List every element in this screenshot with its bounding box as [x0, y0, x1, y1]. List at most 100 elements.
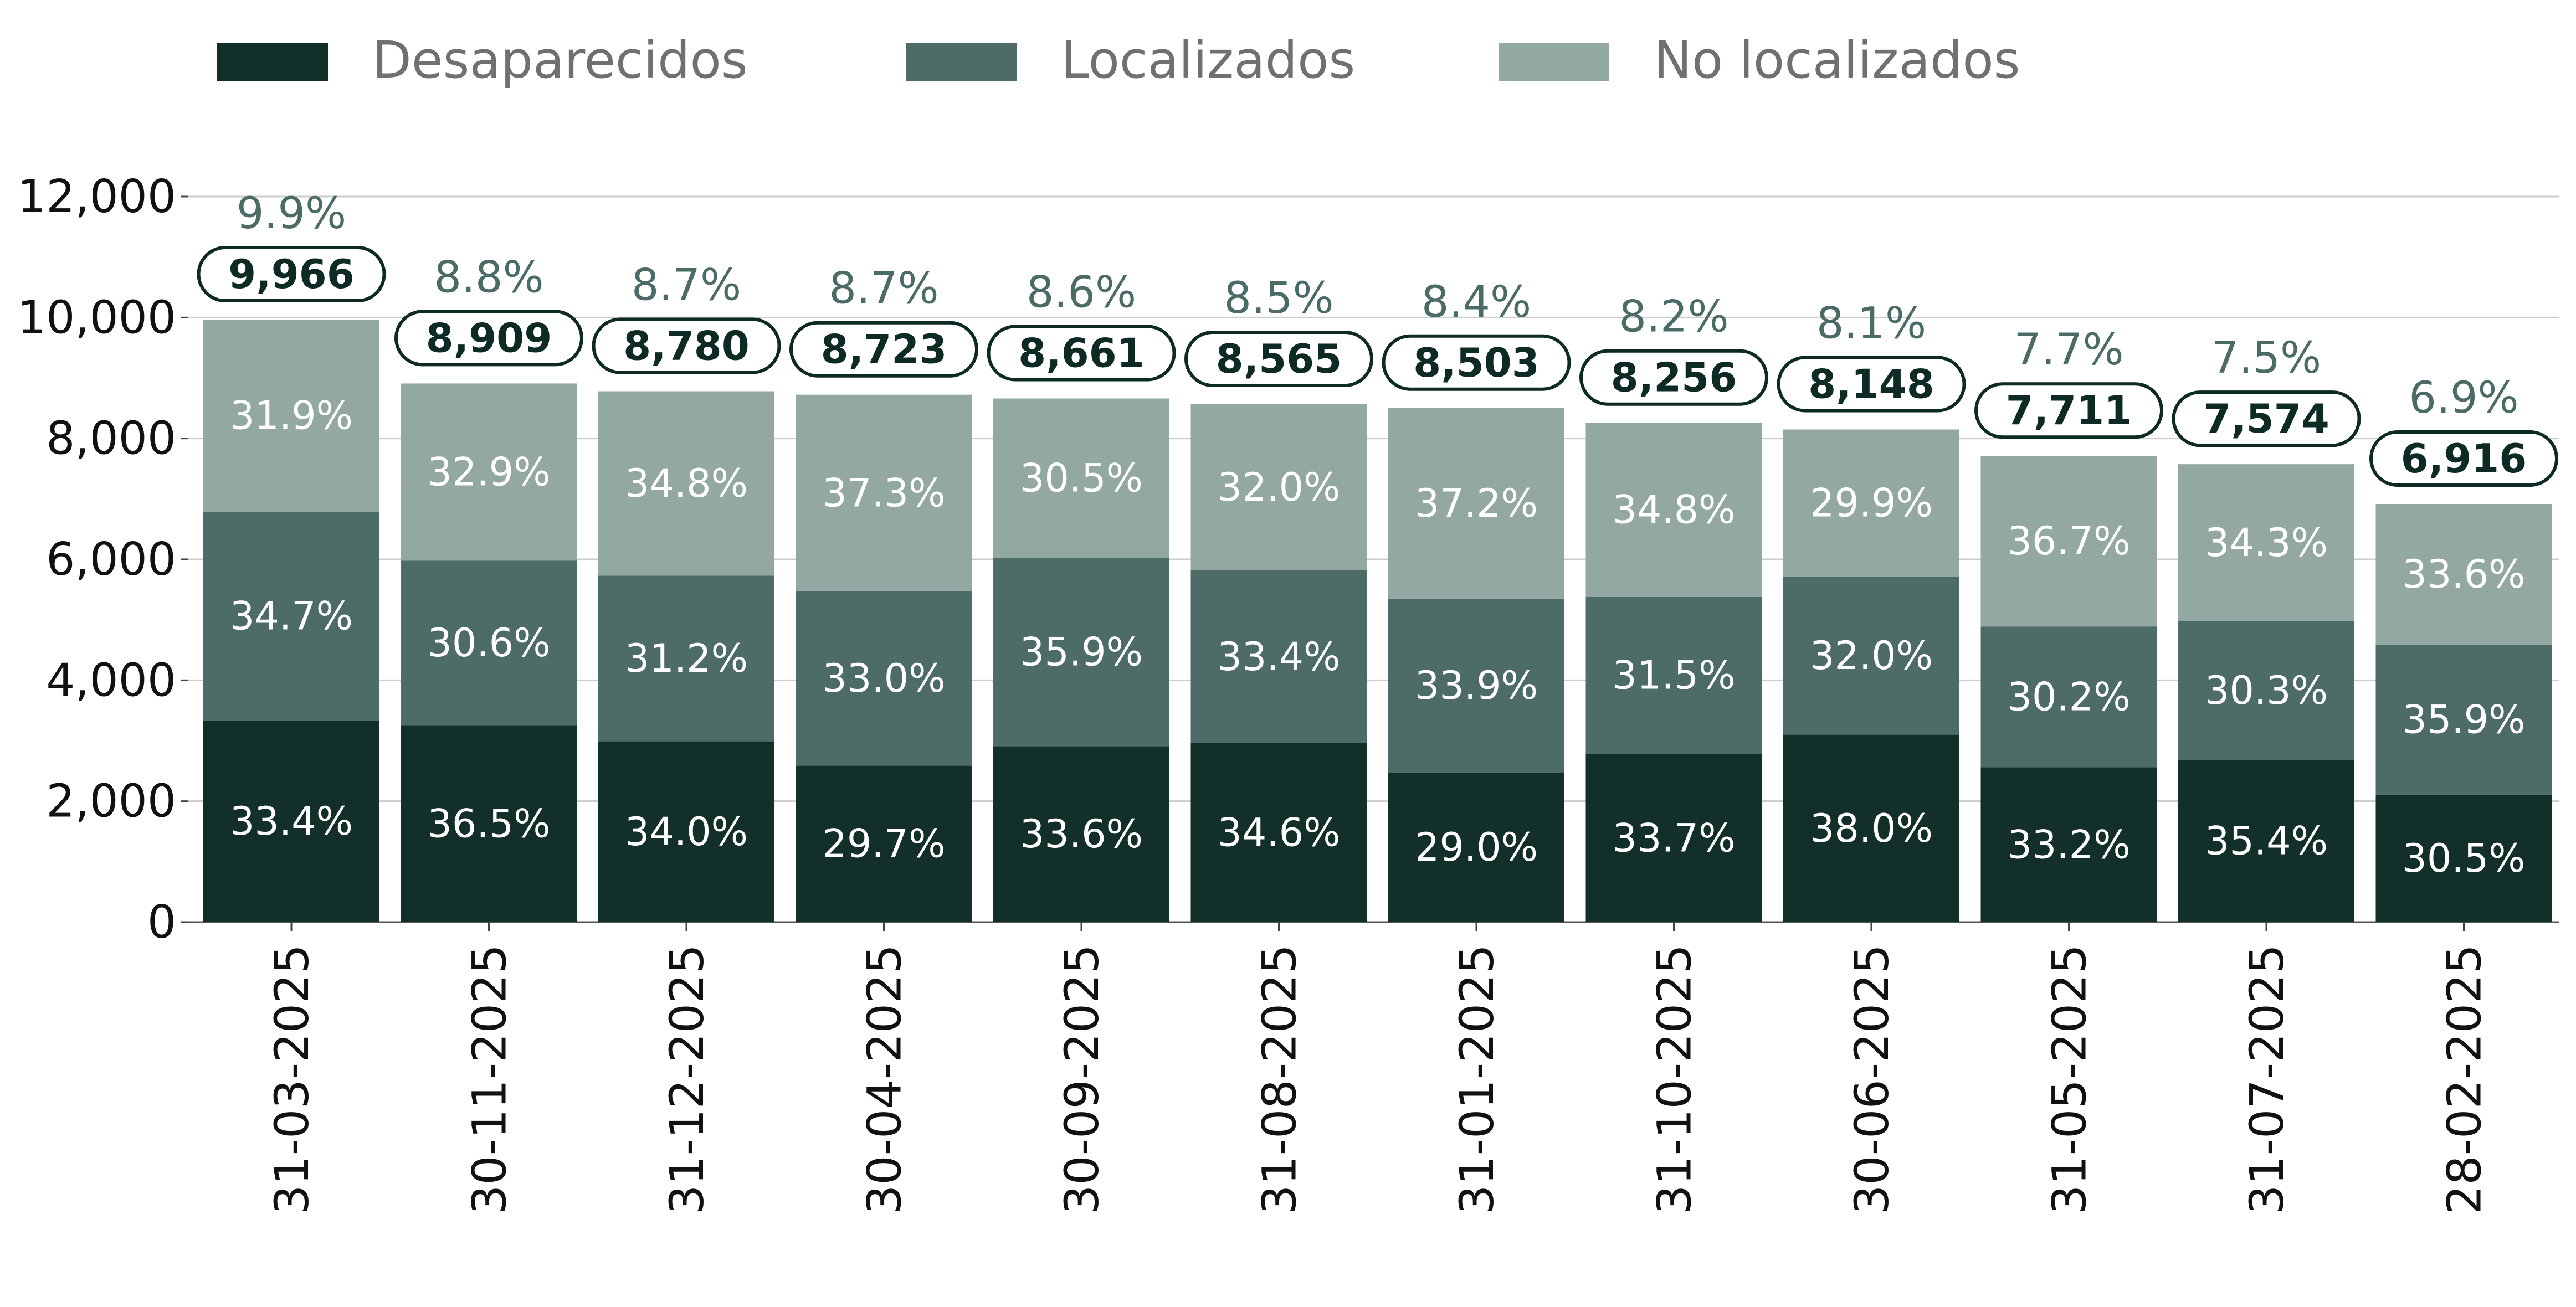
bar-segment-2-5 — [1190, 404, 1367, 570]
y-tick-label-1: 2,000 — [46, 775, 176, 828]
bar-segment-0-2 — [598, 741, 774, 922]
segment-label-1-1: 30.6% — [427, 620, 550, 666]
segment-label-2-6: 37.2% — [1415, 481, 1538, 526]
segment-label-1-2: 31.2% — [625, 636, 748, 681]
bar-segment-1-11 — [2375, 644, 2552, 795]
bar-segment-1-9 — [1980, 626, 2157, 768]
bar-segment-1-8 — [1783, 577, 1959, 735]
total-pill-9 — [1974, 382, 2163, 439]
bar-segment-1-3 — [796, 591, 972, 766]
total-pill-2 — [592, 317, 781, 374]
share-label-4: 8.6% — [1027, 268, 1136, 318]
segment-label-1-5: 33.4% — [1217, 634, 1340, 680]
segment-label-2-0: 31.9% — [230, 393, 353, 438]
bar-group-7: 33.7% 31.5% 34.8% 8,256 8.2% — [1579, 292, 1768, 922]
x-tick-label-10: 31-07-2025 — [2240, 944, 2294, 1215]
bar-segment-2-0 — [203, 320, 379, 512]
total-pill-6 — [1382, 334, 1571, 391]
legend-swatch-0 — [217, 43, 328, 81]
x-tick-label-7: 31-10-2025 — [1648, 944, 1702, 1215]
bar-segment-2-3 — [796, 394, 972, 591]
y-tick-label-3: 6,000 — [46, 533, 176, 586]
legend-label-0: Desaparecidos — [372, 30, 748, 90]
y-tick-label-6: 12,000 — [17, 171, 176, 223]
bar-group-8: 38.0% 32.0% 29.9% 8,148 8.1% — [1777, 299, 1966, 922]
legend-swatch-1 — [906, 43, 1017, 81]
x-tick-label-9: 31-05-2025 — [2043, 944, 2097, 1215]
y-tick-label-2: 4,000 — [46, 654, 176, 707]
share-label-3: 8.7% — [829, 264, 938, 314]
bar-segment-0-0 — [203, 721, 379, 922]
segment-label-0-2: 34.0% — [625, 809, 748, 855]
bar-segment-1-10 — [2178, 621, 2354, 760]
bar-segment-0-9 — [1980, 767, 2157, 922]
bar-group-10: 35.4% 30.3% 34.3% 7,574 7.5% — [2172, 333, 2361, 922]
x-tick-label-1: 30-11-2025 — [463, 944, 517, 1215]
bar-segment-2-8 — [1783, 429, 1959, 577]
total-label-7: 8,256 — [1611, 354, 1737, 401]
segment-label-0-8: 38.0% — [1810, 806, 1933, 851]
bar-segment-1-4 — [993, 558, 1169, 747]
share-label-9: 7.7% — [2014, 325, 2123, 375]
segment-label-1-6: 33.9% — [1415, 663, 1538, 708]
segment-label-1-3: 33.0% — [822, 656, 945, 701]
total-label-3: 8,723 — [821, 326, 947, 373]
bar-segment-0-5 — [1190, 743, 1367, 922]
total-label-0: 9,966 — [228, 251, 355, 297]
share-label-5: 8.5% — [1224, 274, 1333, 323]
total-label-2: 8,780 — [623, 323, 750, 369]
total-label-1: 8,909 — [426, 315, 552, 361]
total-label-4: 8,661 — [1018, 330, 1145, 377]
total-pill-5 — [1184, 330, 1373, 387]
x-axis: 31-03-2025 30-11-2025 31-12-2025 30-04-2025… — [265, 922, 2492, 1215]
x-tick-label-8: 30-06-2025 — [1845, 944, 1899, 1215]
legend-label-1: Localizados — [1061, 30, 1355, 90]
bar-segment-0-8 — [1783, 734, 1959, 922]
bar-group-11: 30.5% 35.9% 33.6% 6,916 6.9% — [2369, 373, 2558, 922]
segment-label-2-7: 34.8% — [1612, 487, 1735, 533]
total-pill-11 — [2369, 430, 2558, 487]
share-label-8: 8.1% — [1816, 299, 1926, 349]
total-pill-4 — [987, 325, 1176, 382]
total-label-9: 7,711 — [2006, 387, 2132, 434]
bar-segment-1-2 — [598, 575, 774, 742]
x-tick-label-5: 31-08-2025 — [1253, 944, 1307, 1215]
share-label-0: 9.9% — [237, 189, 346, 239]
bars: 33.4% 34.7% 31.9% 9,966 9.9% 36.5% 30.6% 32.9% 8… — [197, 189, 2558, 922]
share-label-10: 7.5% — [2211, 333, 2321, 383]
bar-group-0: 33.4% 34.7% 31.9% 9,966 9.9% — [197, 189, 386, 922]
grid-lines — [188, 195, 2559, 802]
bar-segment-1-0 — [203, 511, 379, 721]
segment-label-2-8: 29.9% — [1810, 481, 1933, 526]
x-tick-label-6: 31-01-2025 — [1450, 944, 1504, 1215]
segment-label-0-9: 33.2% — [2007, 822, 2130, 867]
total-label-11: 6,916 — [2401, 435, 2527, 482]
segment-label-0-3: 29.7% — [822, 821, 945, 867]
segment-label-1-9: 30.2% — [2007, 674, 2130, 719]
legend-label-2: No localizados — [1654, 30, 2020, 90]
bar-segment-2-7 — [1585, 423, 1762, 597]
bar-segment-0-6 — [1388, 773, 1564, 922]
bar-segment-1-1 — [401, 560, 577, 726]
total-label-10: 7,574 — [2203, 395, 2329, 442]
segment-label-0-5: 34.6% — [1217, 810, 1340, 855]
segment-label-0-4: 33.6% — [1020, 811, 1143, 857]
total-pill-10 — [2172, 390, 2361, 447]
y-tick-label-0: 0 — [147, 896, 176, 949]
y-tick-label-4: 8,000 — [46, 413, 176, 465]
segment-label-2-1: 32.9% — [427, 449, 550, 495]
segment-label-1-0: 34.7% — [230, 594, 353, 639]
bar-group-6: 29.0% 33.9% 37.2% 8,503 8.4% — [1382, 277, 1571, 922]
bar-segment-2-1 — [401, 383, 577, 561]
total-pill-3 — [789, 321, 978, 378]
total-pill-1 — [394, 310, 583, 367]
bar-segment-0-7 — [1585, 754, 1762, 922]
segment-label-1-8: 32.0% — [1810, 633, 1933, 678]
bar-segment-2-4 — [993, 398, 1169, 558]
segment-label-0-7: 33.7% — [1612, 815, 1735, 861]
segment-label-2-5: 32.0% — [1217, 465, 1340, 510]
bar-group-2: 34.0% 31.2% 34.8% 8,780 8.7% — [592, 261, 781, 922]
total-label-5: 8,565 — [1216, 336, 1342, 382]
segment-label-0-0: 33.4% — [230, 799, 353, 844]
share-label-6: 8.4% — [1422, 277, 1531, 327]
